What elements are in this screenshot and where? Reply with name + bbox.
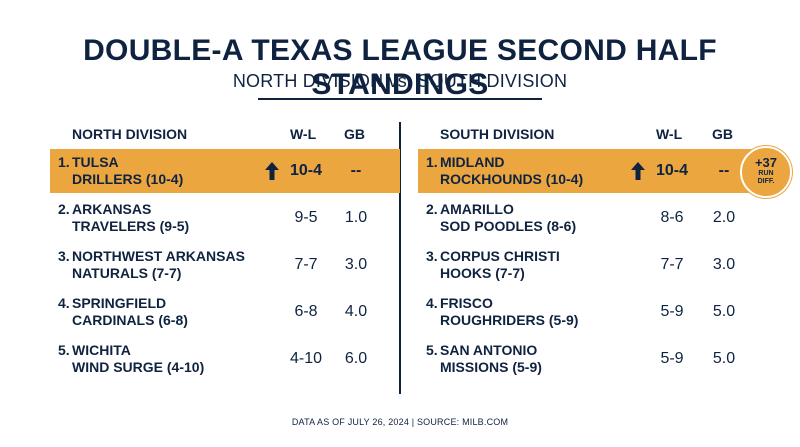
games-behind: 6.0 — [344, 350, 368, 367]
north-gb-heading: GB — [344, 126, 365, 142]
north-row-3: 3. NORTHWEST ARKANSAS NATURALS (7-7) 7-7 … — [50, 243, 400, 287]
rank: 5. — [426, 342, 438, 358]
team-name: ARKANSAS TRAVELERS (9-5) — [72, 201, 190, 234]
team-name: CORPUS CHRISTI HOOKS (7-7) — [440, 248, 560, 281]
south-division-heading: SOUTH DIVISION — [440, 126, 555, 142]
team-name: SAN ANTONIO MISSIONS (5-9) — [440, 342, 542, 375]
south-row-5: 5. SAN ANTONIO MISSIONS (5-9) 5-9 5.0 — [418, 337, 768, 381]
rank: 2. — [426, 201, 438, 217]
rank: 3. — [426, 248, 438, 264]
win-loss: 6-8 — [294, 303, 318, 320]
games-behind: 5.0 — [712, 303, 736, 320]
win-loss: 10-4 — [655, 162, 689, 179]
south-header-row: SOUTH DIVISION W-L GB — [418, 122, 768, 146]
games-behind: 3.0 — [344, 256, 368, 273]
page-title: DOUBLE-A TEXAS LEAGUE SECOND HALF STANDI… — [83, 34, 717, 101]
games-behind: 3.0 — [712, 256, 736, 273]
north-division-table: NORTH DIVISION W-L GB 1. TULSA DRILLERS (… — [50, 122, 400, 381]
north-row-5: 5. WICHITA WIND SURGE (4-10) 4-10 6.0 — [50, 337, 400, 381]
south-row-3: 3. CORPUS CHRISTI HOOKS (7-7) 7-7 3.0 — [418, 243, 768, 287]
run-differential-badge: +37 RUN DIFF. — [740, 146, 792, 198]
up-arrow-icon — [631, 162, 645, 180]
win-loss: 10-4 — [289, 162, 323, 179]
win-loss: 5-9 — [660, 303, 684, 320]
games-behind: 2.0 — [712, 209, 736, 226]
north-row-4: 4. SPRINGFIELD CARDINALS (6-8) 6-8 4.0 — [50, 290, 400, 334]
source-footer: DATA AS OF JULY 26, 2024 | SOURCE: MILB.… — [291, 417, 509, 427]
team-name: TULSA DRILLERS (10-4) — [72, 154, 184, 187]
team-name: WICHITA WIND SURGE (4-10) — [72, 342, 205, 375]
south-wl-heading: W-L — [656, 126, 683, 142]
rank: 2. — [58, 201, 70, 217]
south-row-2: 2. AMARILLO SOD POODLES (8-6) 8-6 2.0 — [418, 196, 768, 240]
south-division-table: SOUTH DIVISION W-L GB 1. MIDLAND ROCKHOUN… — [418, 122, 768, 381]
north-wl-heading: W-L — [290, 126, 317, 142]
rank: 1. — [58, 154, 70, 170]
rank: 3. — [58, 248, 70, 264]
team-name: MIDLAND ROCKHOUNDS (10-4) — [440, 154, 584, 187]
rank: 4. — [58, 295, 70, 311]
win-loss: 8-6 — [660, 209, 684, 226]
games-behind: 5.0 — [712, 350, 736, 367]
north-row-1: 1. TULSA DRILLERS (10-4) 10-4 -- — [50, 149, 400, 193]
page-subtitle: NORTH DIVISION vs. SOUTH DIVISION — [232, 71, 568, 91]
win-loss: 9-5 — [294, 209, 318, 226]
team-name: NORTHWEST ARKANSAS NATURALS (7-7) — [72, 248, 245, 281]
run-differential-value: +37 — [754, 155, 778, 170]
south-gb-heading: GB — [712, 126, 733, 142]
games-behind: 1.0 — [344, 209, 368, 226]
up-arrow-icon — [265, 162, 279, 180]
win-loss: 7-7 — [660, 256, 684, 273]
win-loss: 4-10 — [289, 350, 323, 367]
games-behind: -- — [718, 162, 730, 179]
south-row-4: 4. FRISCO ROUGHRIDERS (5-9) 5-9 5.0 — [418, 290, 768, 334]
team-name: FRISCO ROUGHRIDERS (5-9) — [440, 295, 579, 328]
north-header-row: NORTH DIVISION W-L GB — [50, 122, 400, 146]
north-row-2: 2. ARKANSAS TRAVELERS (9-5) 9-5 1.0 — [50, 196, 400, 240]
run-differential-label: RUN DIFF. — [757, 170, 775, 185]
team-name: SPRINGFIELD CARDINALS (6-8) — [72, 295, 188, 328]
games-behind: -- — [350, 162, 362, 179]
team-name: AMARILLO SOD POODLES (8-6) — [440, 201, 577, 234]
north-division-heading: NORTH DIVISION — [72, 126, 188, 142]
win-loss: 7-7 — [294, 256, 318, 273]
rank: 4. — [426, 295, 438, 311]
win-loss: 5-9 — [660, 350, 684, 367]
division-divider — [399, 122, 401, 394]
title-rule — [258, 98, 542, 100]
south-row-1: 1. MIDLAND ROCKHOUNDS (10-4) 10-4 -- — [418, 149, 768, 193]
rank: 5. — [58, 342, 70, 358]
rank: 1. — [426, 154, 438, 170]
games-behind: 4.0 — [344, 303, 368, 320]
